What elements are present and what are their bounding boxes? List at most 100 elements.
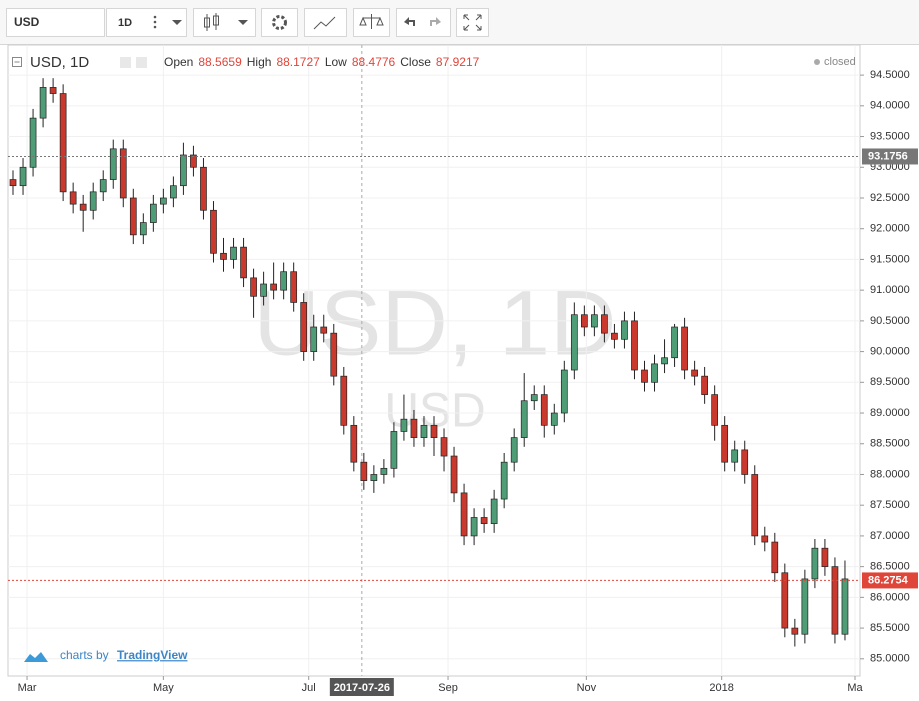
dropdown-arrow [238, 20, 248, 25]
candle-body [641, 369, 648, 383]
crosshair-label-box [329, 678, 394, 696]
candle-body [340, 375, 348, 426]
candle-body [671, 326, 678, 359]
candle-body [280, 271, 287, 291]
candle-body [240, 246, 247, 279]
candle-body [290, 271, 298, 303]
candle-body [410, 418, 418, 438]
candle-body [79, 203, 87, 211]
symbol: USD [14, 15, 40, 29]
candle-body [490, 498, 498, 524]
candle-body [320, 326, 328, 334]
candle-body [330, 332, 338, 377]
candle-body [540, 394, 548, 426]
watermark: USD, 1D [254, 272, 617, 374]
candle-body [661, 357, 668, 365]
y-tick-label: 89.5000 [870, 376, 910, 388]
y-tick-label: 87.5000 [870, 499, 910, 511]
candles-icon [204, 13, 219, 31]
candle-body [400, 418, 408, 432]
candle-body [200, 166, 207, 211]
candle-body [420, 424, 428, 438]
legend-title: USD, 1D [30, 54, 89, 71]
ohlc-close: 87.9217 [436, 55, 480, 69]
fullscreen-icon [463, 14, 482, 31]
candle-body [9, 179, 17, 187]
candle-body [480, 517, 488, 524]
candle-body [170, 185, 177, 199]
candle-body [149, 203, 157, 223]
x-tick-label: Mar [18, 682, 37, 694]
tv-logo [24, 652, 48, 662]
undo-icon [404, 17, 415, 26]
ohlc-high: 88.1727 [276, 55, 320, 69]
branding-prefix: charts by [60, 648, 109, 662]
settings-button[interactable] [261, 8, 298, 37]
y-tick-label: 93.5000 [870, 130, 910, 142]
y-tick-label: 86.0000 [870, 591, 910, 603]
y-tick-label: 89.0000 [870, 407, 910, 419]
indicators-button[interactable] [304, 8, 347, 37]
interval-box[interactable] [106, 8, 187, 37]
ohlc-low-label: Low [325, 55, 347, 69]
candle-body [380, 467, 388, 475]
compare-icon [359, 14, 384, 29]
candle-body [771, 541, 779, 574]
candle-body [440, 437, 448, 457]
candle-body [270, 283, 277, 291]
plot-area [7, 44, 861, 677]
redo-icon [430, 17, 441, 26]
y-tick-label: 86.5000 [870, 561, 910, 573]
eye-icon[interactable] [120, 57, 131, 68]
candle-body [160, 197, 167, 205]
candle-body [39, 87, 47, 119]
candle-body [89, 191, 97, 211]
undo-redo[interactable] [396, 8, 451, 37]
candle-body [651, 363, 658, 383]
y-tick-label: 94.0000 [870, 100, 910, 112]
candle-body [69, 191, 77, 205]
candle-body [520, 400, 528, 438]
ohlc-low: 88.4776 [352, 55, 396, 69]
compare-button[interactable] [353, 8, 390, 37]
candle-body [180, 154, 187, 187]
crosshair-label: 2017-07-26 [334, 682, 390, 694]
candle-body [691, 369, 698, 377]
symbol-box[interactable] [6, 8, 105, 37]
candle-body [631, 320, 638, 371]
candle-body [390, 431, 398, 469]
fullscreen-button[interactable] [456, 8, 489, 37]
settings-icon[interactable] [136, 57, 147, 68]
x-tick-label: Jul [302, 682, 316, 694]
ohlc-header: Open 88.5659 High 88.1727 Low 88.4776 Close 87.… [164, 55, 480, 69]
y-tick-label: 90.0000 [870, 345, 910, 357]
x-tick-label: Nov [577, 682, 597, 694]
price-label: 86.2754 [868, 574, 909, 586]
status-dot [814, 59, 820, 65]
candle-body [560, 369, 568, 414]
y-tick-label: 90.5000 [870, 315, 910, 327]
price-label-box [862, 572, 918, 589]
gear-icon [272, 15, 287, 30]
candle-body [460, 492, 468, 537]
candle-body [811, 547, 819, 580]
branding-name[interactable]: TradingView [117, 648, 188, 662]
candle-body [801, 578, 809, 635]
candle-body [109, 148, 117, 180]
x-tick-label: 2018 [709, 682, 733, 694]
candle-body [681, 326, 688, 371]
ohlc-close-label: Close [400, 55, 431, 69]
y-tick-label: 92.0000 [870, 223, 910, 235]
chart-type-box[interactable] [193, 8, 256, 37]
interval: 1D [118, 17, 132, 29]
candle-body [581, 314, 588, 328]
candle-body [781, 572, 789, 629]
candle-body [751, 474, 759, 537]
candle-body [510, 437, 518, 463]
candle-body [611, 332, 618, 340]
menu-dots [153, 15, 157, 29]
candle-body [731, 449, 739, 463]
candle-body [470, 517, 478, 537]
candle-body [761, 535, 769, 543]
